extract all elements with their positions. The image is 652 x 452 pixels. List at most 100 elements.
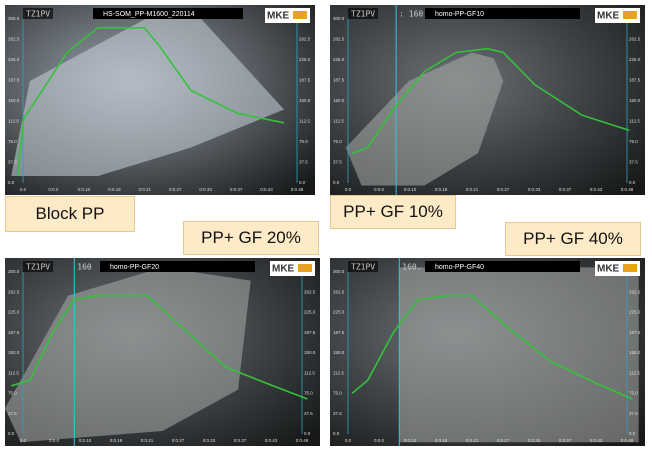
force-curve <box>351 47 630 154</box>
x-tick-label: 0:0.0 <box>49 438 60 443</box>
x-tick-label: 0:0.27 <box>497 187 510 192</box>
y-tick-label: 112.5 <box>333 119 344 124</box>
logo-mark <box>293 11 307 19</box>
y2-tick-label: 37.5 <box>304 411 313 416</box>
microscope-panel: 300.0300.0262.5262.5225.0225.0187.5187.5… <box>330 5 645 195</box>
y-tick-label: 112.5 <box>333 370 344 375</box>
title-bar <box>93 8 243 19</box>
y-tick-label: 225.0 <box>333 310 345 315</box>
y-tick-label: 225.0 <box>333 57 345 62</box>
logo: MKE <box>267 11 290 22</box>
x-tick-label: 0:0.18 <box>435 187 448 192</box>
y-tick-label: 225.0 <box>8 57 20 62</box>
x-tick-label: 0:0.18 <box>108 187 121 192</box>
tag-box <box>348 8 378 19</box>
y2-tick-label: 262.5 <box>629 289 641 294</box>
x-tick-label: 0.0 <box>345 438 352 443</box>
y-tick-label: 0.0 <box>8 431 15 436</box>
x-tick-label: 0:0.37 <box>230 187 243 192</box>
y2-tick-label: 112.5 <box>629 119 640 124</box>
x-tick-label: 0:0.21 <box>466 187 479 192</box>
x-tick-label: 0:0.0 <box>374 187 385 192</box>
title-bar <box>100 261 255 272</box>
x-tick-label: 0:0.48 <box>291 187 304 192</box>
y2-tick-label: 150.0 <box>304 350 316 355</box>
microscope-panel: 300.0300.0262.5262.5225.0225.0187.5187.5… <box>330 258 645 446</box>
y-tick-label: 262.5 <box>333 37 345 42</box>
y-tick-label: 37.5 <box>8 160 17 165</box>
tag-box <box>23 8 53 19</box>
x-tick-label: 0:0.48 <box>621 438 634 443</box>
specimen <box>345 52 504 186</box>
tag: TZ1PV <box>351 10 375 19</box>
x-tick-label: 0:0.48 <box>621 187 634 192</box>
y2-tick-label: 150.0 <box>299 98 311 103</box>
y-tick-label: 75.0 <box>8 139 17 144</box>
y2-tick-label: 187.5 <box>629 78 641 83</box>
y2-tick-label: 37.5 <box>299 160 308 165</box>
x-tick-label: 0.0 <box>20 438 27 443</box>
x-tick-label: 0:0.0 <box>48 187 59 192</box>
logo-mark <box>298 264 312 272</box>
x-tick-label: 0:0.43 <box>265 438 278 443</box>
logo-mark <box>623 11 637 19</box>
x-tick-label: 0:0.27 <box>169 187 182 192</box>
panel-title: HS-SOM_PP-M1600_220114 <box>103 11 195 18</box>
tag-box <box>23 261 53 272</box>
x-tick-label: 0:0.10 <box>79 438 92 443</box>
y-tick-label: 0.0 <box>333 180 340 185</box>
tag: TZ1PV <box>26 263 50 272</box>
y2-tick-label: 150.0 <box>629 350 641 355</box>
y2-tick-label: 112.5 <box>304 370 315 375</box>
specimen <box>11 14 284 176</box>
microscope-panel: 300.0300.0262.5262.5225.0225.0187.5187.5… <box>5 258 320 446</box>
x-tick-label: 0:0.33 <box>203 438 216 443</box>
y2-tick-label: 75.0 <box>629 391 638 396</box>
panel-title: homo-PP-GF40 <box>435 264 484 271</box>
panel-title: homo-PP-GF20 <box>110 264 159 271</box>
y-tick-label: 262.5 <box>8 289 20 294</box>
y2-tick-label: 0.0 <box>304 431 311 436</box>
title-bar <box>425 261 580 272</box>
y-tick-label: 225.0 <box>8 310 20 315</box>
y2-tick-label: 75.0 <box>629 139 638 144</box>
y2-tick-label: 37.5 <box>629 411 638 416</box>
force-curve <box>351 294 633 400</box>
x-tick-label: 0:0.18 <box>435 438 448 443</box>
x-tick-label: 0.0 <box>345 187 352 192</box>
cursor-value: 160 <box>77 263 92 272</box>
logo: MKE <box>272 264 295 275</box>
y-tick-label: 150.0 <box>8 350 20 355</box>
x-tick-label: 0:0.18 <box>110 438 123 443</box>
y-tick-label: 187.5 <box>8 330 20 335</box>
tag: TZ1PV <box>26 10 50 19</box>
y2-tick-label: 187.5 <box>629 330 641 335</box>
y-tick-label: 150.0 <box>333 350 345 355</box>
y-tick-label: 37.5 <box>333 160 342 165</box>
specimen <box>399 267 639 443</box>
y-tick-label: 300.0 <box>333 269 345 274</box>
y2-tick-label: 225.0 <box>629 310 641 315</box>
x-tick-label: 0.0 <box>20 187 27 192</box>
x-tick-label: 0:0.27 <box>172 438 185 443</box>
y2-tick-label: 150.0 <box>629 98 641 103</box>
y-tick-label: 0.0 <box>333 431 340 436</box>
y2-tick-label: 37.5 <box>629 160 638 165</box>
title-bar <box>425 8 580 19</box>
y2-tick-label: 225.0 <box>629 57 641 62</box>
y-tick-label: 187.5 <box>333 78 345 83</box>
y2-tick-label: 112.5 <box>629 370 640 375</box>
y2-tick-label: 262.5 <box>304 289 316 294</box>
y2-tick-label: 187.5 <box>304 330 316 335</box>
y2-tick-label: 262.5 <box>299 37 311 42</box>
x-tick-label: 0:0.43 <box>260 187 273 192</box>
x-tick-label: 0:0.33 <box>199 187 212 192</box>
sample-label: PP+ GF 40% <box>505 222 641 256</box>
logo: MKE <box>597 264 620 275</box>
x-tick-label: 0:0.37 <box>559 187 572 192</box>
y2-tick-label: 225.0 <box>304 310 316 315</box>
y-tick-label: 75.0 <box>333 139 342 144</box>
y2-tick-label: 225.0 <box>299 57 311 62</box>
y2-tick-label: 75.0 <box>299 139 308 144</box>
